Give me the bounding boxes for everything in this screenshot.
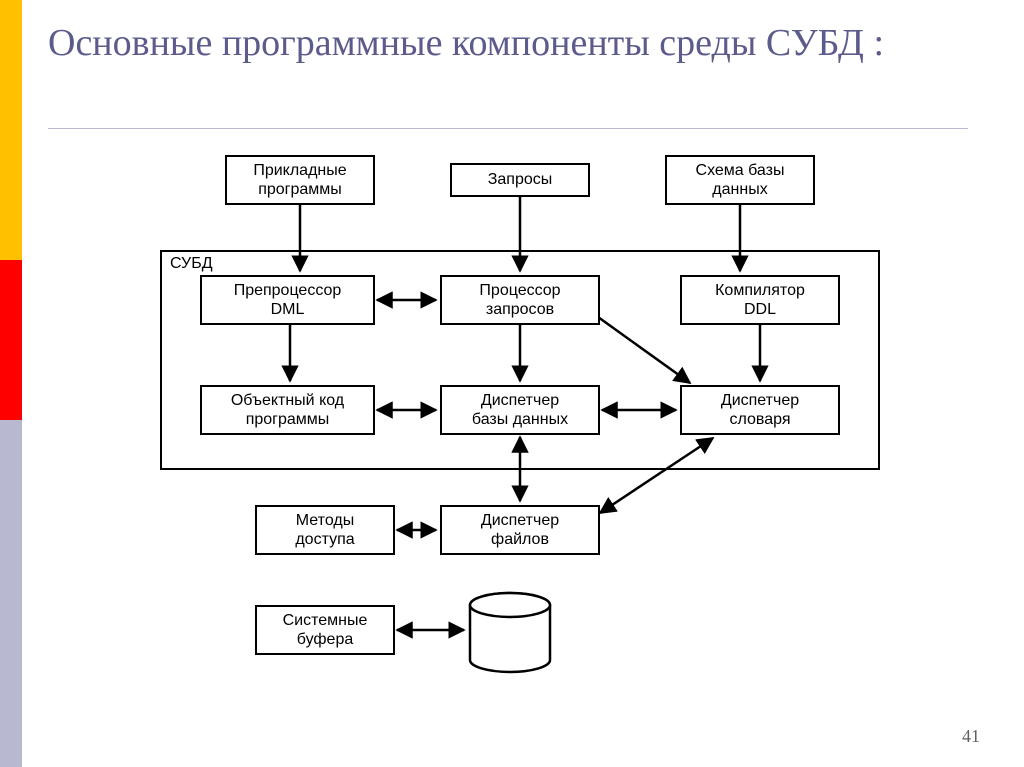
page-number: 41 [962, 726, 980, 747]
node-label: Запросы [488, 170, 553, 189]
node-label: Процессорзапросов [479, 281, 560, 319]
sidebar-segment-red [0, 260, 22, 420]
node-label: Объектный кодпрограммы [231, 391, 344, 429]
node-schema: Схема базыданных [665, 155, 815, 205]
node-queries: Запросы [450, 163, 590, 197]
node-label: Системныебуфера [283, 611, 368, 649]
node-label: ПрепроцессорDML [234, 281, 342, 319]
node-label: КомпиляторDDL [715, 281, 805, 319]
sidebar-segment-yellow [0, 0, 22, 260]
node-filemgr: Диспетчерфайлов [440, 505, 600, 555]
subd-container-label: СУБД [170, 255, 213, 273]
title-underline [48, 128, 968, 129]
node-dml: ПрепроцессорDML [200, 275, 375, 325]
node-qproc: Процессорзапросов [440, 275, 600, 325]
node-dbmgr: Диспетчербазы данных [440, 385, 600, 435]
node-label: Диспетчерсловаря [721, 391, 799, 429]
node-label: Диспетчерфайлов [481, 511, 559, 549]
node-dictmgr: Диспетчерсловаря [680, 385, 840, 435]
diagram-area: СУБД [120, 155, 920, 725]
node-label: Схема базыданных [696, 161, 785, 199]
node-objcode: Объектный кодпрограммы [200, 385, 375, 435]
sidebar-accent [0, 0, 22, 767]
slide-title: Основные программные компоненты среды СУ… [48, 20, 884, 68]
node-apps: Прикладныепрограммы [225, 155, 375, 205]
node-buffers: Системныебуфера [255, 605, 395, 655]
node-label: Диспетчербазы данных [472, 391, 568, 429]
node-label: Методыдоступа [295, 511, 354, 549]
sidebar-segment-gray [0, 420, 22, 767]
node-label: Прикладныепрограммы [253, 161, 346, 199]
node-ddl: КомпиляторDDL [680, 275, 840, 325]
node-access: Методыдоступа [255, 505, 395, 555]
